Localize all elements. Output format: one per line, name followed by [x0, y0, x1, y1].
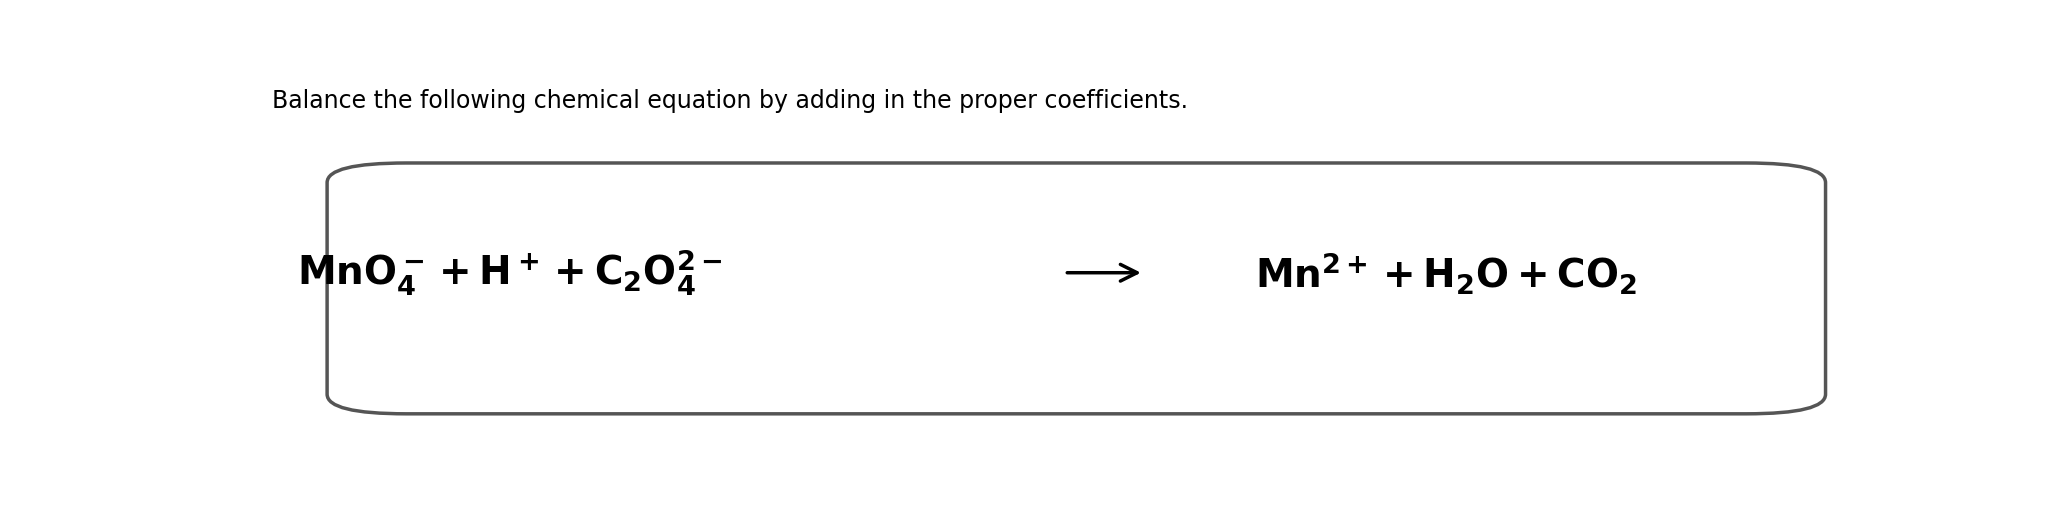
- Text: Balance the following chemical equation by adding in the proper coefficients.: Balance the following chemical equation …: [272, 89, 1187, 112]
- Text: $\mathbf{MnO_4^- + H^+ + C_2O_4^{2-}}$: $\mathbf{MnO_4^- + H^+ + C_2O_4^{2-}}$: [297, 247, 722, 298]
- Text: $\mathbf{Mn^{2+} + H_2O + CO_2}$: $\mathbf{Mn^{2+} + H_2O + CO_2}$: [1254, 250, 1637, 296]
- FancyBboxPatch shape: [327, 163, 1825, 414]
